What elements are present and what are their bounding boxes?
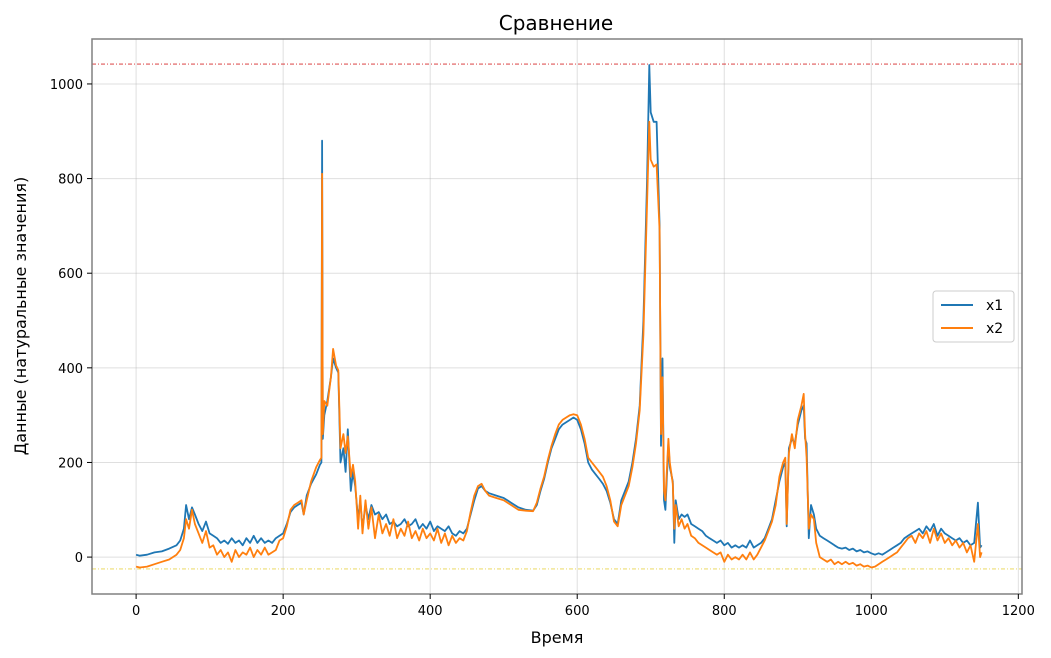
x-tick-label: 400: [418, 604, 443, 619]
y-tick-label: 0: [75, 551, 83, 566]
series-line-x2: [135, 120, 983, 569]
grid-lines: [92, 39, 1022, 594]
y-tick-label: 600: [58, 267, 83, 282]
reference-lines: [92, 63, 1022, 570]
x-axis: 0 200 400 600 800 1000 1200: [132, 594, 1035, 619]
y-tick-label: 800: [58, 173, 83, 188]
y-tick-label: 200: [58, 456, 83, 471]
x-tick-label: 0: [132, 604, 140, 619]
x-tick-label: 1000: [855, 604, 888, 619]
chart-title: Сравнение: [499, 11, 613, 35]
y-tick-label: 1000: [50, 78, 83, 93]
x-tick-label: 800: [712, 604, 737, 619]
x-tick-label: 200: [271, 604, 296, 619]
y-tick-label: 400: [58, 362, 83, 377]
legend-label-x1: x1: [986, 298, 1003, 314]
series-layer: [135, 64, 983, 569]
x-axis-label: Время: [531, 628, 584, 647]
y-axis: 0 200 400 600 800 1000: [50, 78, 92, 566]
legend-box: [932, 290, 1015, 343]
x-tick-label: 1200: [1002, 604, 1035, 619]
plot-frame: [91, 38, 1023, 595]
y-axis-label: Данные (натуральные значения): [11, 177, 30, 456]
legend-label-x2: x2: [986, 321, 1003, 337]
series-line-x1: [135, 64, 983, 557]
x-tick-label: 600: [565, 604, 590, 619]
